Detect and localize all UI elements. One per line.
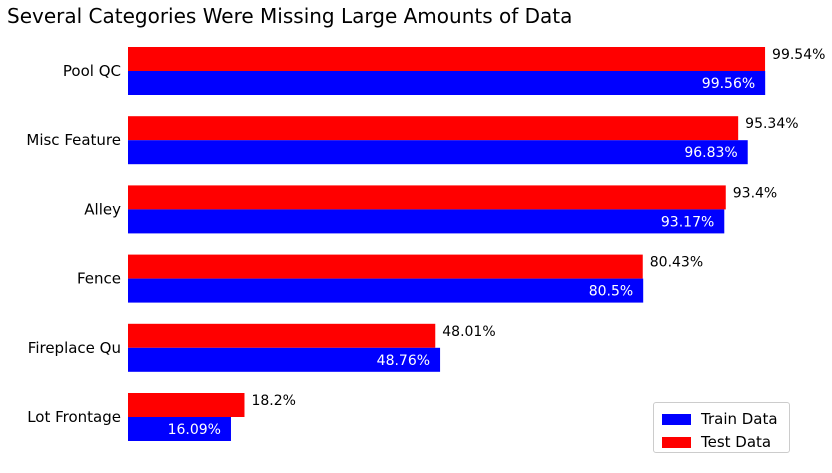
tick-label-misc-feature: Misc Feature — [26, 131, 121, 149]
bar-test-alley — [128, 185, 726, 210]
tick-label-fireplace-qu: Fireplace Qu — [28, 339, 121, 357]
data-label-test-lot-frontage: 18.2% — [251, 393, 295, 409]
data-label-train-fence: 80.5% — [589, 284, 633, 300]
tick-label-alley: Alley — [84, 200, 121, 218]
bar-train-fence — [128, 278, 644, 303]
data-label-train-alley: 93.17% — [661, 214, 714, 230]
bar-train-lot-frontage — [128, 417, 231, 441]
legend-label-train: Train Data — [701, 410, 778, 428]
data-label-test-fireplace-qu: 48.01% — [442, 324, 495, 340]
legend-swatch-test — [662, 436, 691, 448]
bar-train-pool-qc — [128, 71, 766, 95]
data-label-test-misc-feature: 95.34% — [745, 116, 798, 132]
bar-train-fireplace-qu — [128, 347, 441, 372]
legend-item-train: Train Data — [662, 409, 778, 429]
bar-test-misc-feature — [128, 116, 739, 141]
bar-train-alley — [128, 209, 725, 234]
bar-test-pool-qc — [128, 47, 766, 71]
data-label-train-fireplace-qu: 48.76% — [377, 353, 430, 369]
chart-title: Several Categories Were Missing Large Am… — [7, 4, 573, 28]
tick-label-fence: Fence — [77, 270, 121, 288]
data-label-train-misc-feature: 96.83% — [684, 145, 737, 161]
data-label-train-lot-frontage: 16.09% — [168, 422, 221, 438]
legend-label-test: Test Data — [701, 433, 772, 451]
data-label-test-pool-qc: 99.54% — [772, 47, 825, 63]
tick-label-lot-frontage: Lot Frontage — [27, 408, 121, 426]
legend-item-test: Test Data — [662, 432, 771, 452]
legend: Train Data Test Data — [653, 402, 790, 453]
bar-test-fence — [128, 254, 643, 279]
tick-label-pool-qc: Pool QC — [63, 62, 121, 80]
bar-train-misc-feature — [128, 140, 748, 165]
bar-test-fireplace-qu — [128, 323, 436, 348]
legend-swatch-train — [662, 413, 691, 425]
data-label-test-fence: 80.43% — [650, 255, 703, 271]
data-label-test-alley: 93.4% — [733, 185, 777, 201]
bar-test-lot-frontage — [128, 393, 245, 417]
data-label-train-pool-qc: 99.56% — [702, 76, 755, 92]
